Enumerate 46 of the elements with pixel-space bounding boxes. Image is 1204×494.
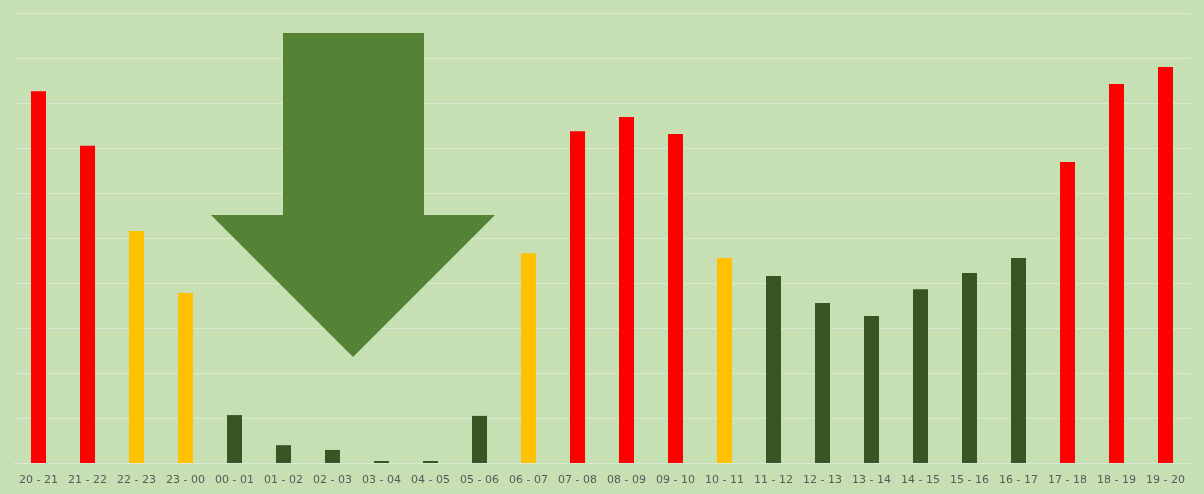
x-tick-label: 21 - 22 xyxy=(68,473,107,486)
bar xyxy=(962,272,977,463)
x-tick-label: 10 - 11 xyxy=(705,473,744,486)
bar xyxy=(276,445,291,463)
bar xyxy=(619,116,634,463)
bar xyxy=(570,131,585,463)
x-tick-label: 14 - 15 xyxy=(901,473,940,486)
x-tick-label: 20 - 21 xyxy=(19,473,58,486)
bar xyxy=(129,230,144,463)
bar xyxy=(521,253,536,463)
x-tick-label: 02 - 03 xyxy=(313,473,352,486)
bar xyxy=(472,415,487,463)
bar xyxy=(864,316,879,463)
x-tick-label: 07 - 08 xyxy=(558,473,597,486)
bar xyxy=(815,303,830,463)
x-tick-label: 04 - 05 xyxy=(411,473,450,486)
x-tick-label: 06 - 07 xyxy=(509,473,548,486)
x-tick-label: 03 - 04 xyxy=(362,473,401,486)
bar xyxy=(913,289,928,463)
bar xyxy=(178,293,193,463)
x-tick-label: 05 - 06 xyxy=(460,473,499,486)
x-tick-label: 18 - 19 xyxy=(1097,473,1136,486)
bar xyxy=(1158,67,1173,463)
bar xyxy=(1060,162,1075,463)
bar xyxy=(668,133,683,463)
bar xyxy=(80,145,95,463)
bar xyxy=(1011,257,1026,463)
bar xyxy=(766,276,781,463)
x-tick-label: 16 - 17 xyxy=(999,473,1038,486)
x-tick-label: 01 - 02 xyxy=(264,473,303,486)
bar xyxy=(227,415,242,463)
x-tick-label: 00 - 01 xyxy=(215,473,254,486)
x-tick-label: 08 - 09 xyxy=(607,473,646,486)
x-tick-label: 12 - 13 xyxy=(803,473,842,486)
x-tick-label: 15 - 16 xyxy=(950,473,989,486)
x-tick-label: 09 - 10 xyxy=(656,473,695,486)
bar xyxy=(325,449,340,463)
x-tick-label: 11 - 12 xyxy=(754,473,793,486)
x-tick-label: 22 - 23 xyxy=(117,473,156,486)
bar xyxy=(1109,84,1124,463)
bar xyxy=(717,257,732,463)
x-tick-label: 13 - 14 xyxy=(852,473,891,486)
x-tick-label: 23 - 00 xyxy=(166,473,205,486)
x-tick-label: 17 - 18 xyxy=(1048,473,1087,486)
bar xyxy=(31,91,46,463)
x-tick-label: 19 - 20 xyxy=(1146,473,1185,486)
